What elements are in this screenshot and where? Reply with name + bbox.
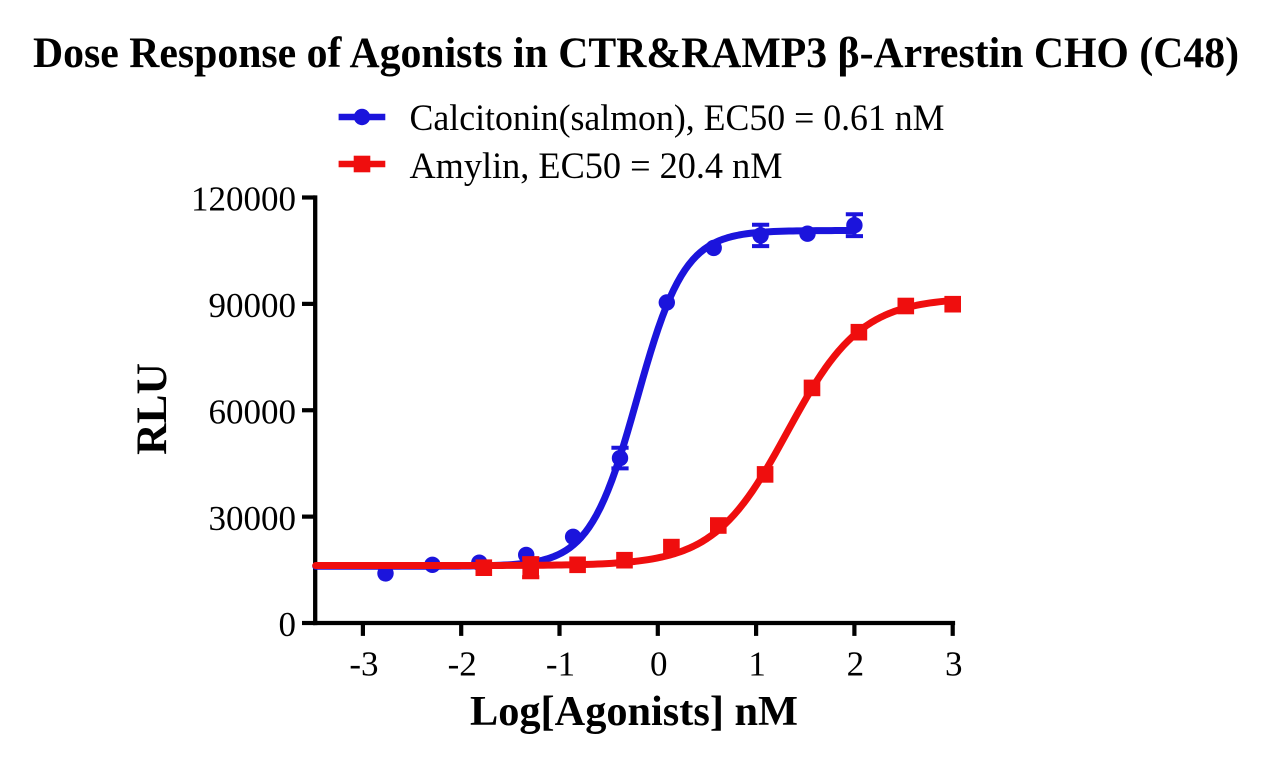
svg-text:-2: -2 (448, 645, 477, 684)
svg-text:1: 1 (748, 645, 766, 684)
svg-text:Calcitonin(salmon), EC50 = 0.6: Calcitonin(salmon), EC50 = 0.61 nM (410, 97, 945, 138)
svg-text:-1: -1 (546, 645, 575, 684)
svg-text:Log[Agonists] nM: Log[Agonists] nM (470, 689, 798, 735)
svg-text:-3: -3 (349, 645, 378, 684)
svg-text:RLU: RLU (128, 363, 176, 455)
svg-text:120000: 120000 (191, 180, 296, 219)
svg-text:90000: 90000 (209, 286, 297, 325)
svg-text:0: 0 (279, 605, 297, 644)
svg-text:2: 2 (847, 645, 865, 684)
svg-text:0: 0 (650, 645, 668, 684)
svg-text:30000: 30000 (209, 499, 297, 538)
svg-text:60000: 60000 (209, 392, 297, 431)
svg-text:Dose Response of Agonists in C: Dose Response of Agonists in CTR&RAMP3 β… (33, 30, 1239, 77)
svg-text:Amylin, EC50 = 20.4 nM: Amylin, EC50 = 20.4 nM (410, 145, 783, 186)
svg-text:3: 3 (945, 645, 963, 684)
